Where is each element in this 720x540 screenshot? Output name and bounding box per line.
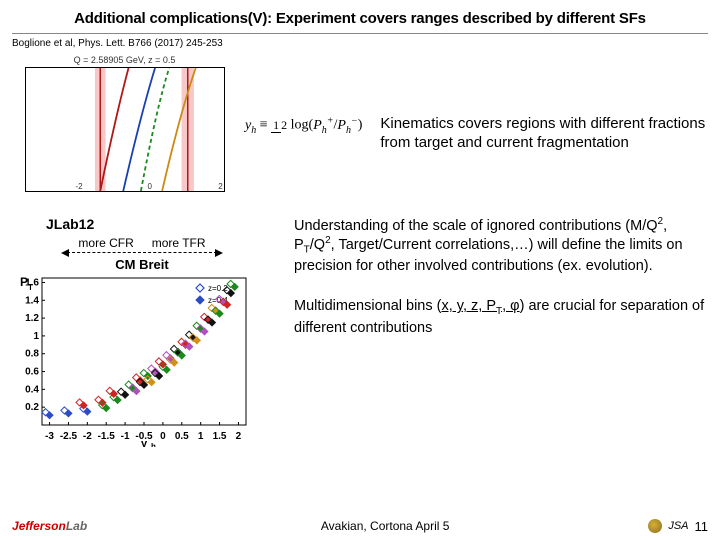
citation-line: Boglione et al, Phys. Lett. B766 (2017) … (0, 36, 720, 55)
svg-text:y: y (141, 438, 148, 447)
svg-text:1.2: 1.2 (25, 313, 39, 324)
top-chart-title: Q = 2.58905 GeV, z = 0.5 (12, 55, 237, 65)
svg-text:1.4: 1.4 (25, 295, 39, 306)
slide-number: 11 (695, 519, 709, 534)
svg-text:2: 2 (236, 431, 242, 442)
svg-text:0.4: 0.4 (25, 384, 39, 395)
cm-breit-label: CM Breit (12, 257, 272, 272)
scatter-chart-svg: PT0.20.40.60.811.21.41.6-3-2.5-2-1.5-1-0… (12, 272, 252, 447)
svg-text:-2: -2 (83, 431, 92, 442)
more-cfr-label: more CFR (78, 236, 133, 250)
equation: yh ≡ 12 log(Ph+/Ph−) (245, 115, 362, 135)
jefferson-lab-logo: Jefferson Lab (12, 518, 122, 534)
paragraph-bottom: Multidimensional bins (x, y, z, PT, φ) a… (294, 297, 708, 337)
paragraph-top: Kinematics covers regions with different… (380, 115, 708, 153)
cfr-tfr-arrow (67, 252, 217, 253)
svg-text:0.6: 0.6 (25, 367, 39, 378)
svg-text:2: 2 (218, 182, 223, 191)
svg-text:-2: -2 (75, 182, 83, 191)
more-tfr-label: more TFR (152, 236, 206, 250)
footer-center: Avakian, Cortona April 5 (122, 519, 648, 533)
svg-text:1.5: 1.5 (213, 431, 227, 442)
svg-text:1: 1 (198, 431, 204, 442)
svg-text:0.5: 0.5 (175, 431, 189, 442)
top-chart-area: -2 0 2 (25, 67, 225, 192)
svg-text:-1.5: -1.5 (98, 431, 116, 442)
svg-text:0.8: 0.8 (25, 349, 39, 360)
jlab12-label: JLab12 (46, 216, 272, 232)
svg-text:h: h (151, 442, 156, 447)
top-chart-svg: -2 0 2 (26, 68, 224, 191)
svg-text:1.6: 1.6 (25, 277, 39, 288)
svg-text:0.2: 0.2 (25, 402, 39, 413)
footer: Jefferson Lab Avakian, Cortona April 5 J… (0, 518, 720, 534)
svg-text:0: 0 (160, 431, 166, 442)
svg-text:-1: -1 (121, 431, 130, 442)
svg-text:0: 0 (147, 182, 152, 191)
top-chart: Q = 2.58905 GeV, z = 0.5 -2 0 2 (12, 55, 237, 210)
slide-title: Additional complications(V): Experiment … (0, 0, 720, 31)
scatter-chart: PT0.20.40.60.811.21.41.6-3-2.5-2-1.5-1-0… (12, 272, 252, 447)
paragraph-mid: Understanding of the scale of ignored co… (294, 216, 708, 275)
svg-text:1: 1 (33, 331, 39, 342)
divider (12, 33, 708, 34)
svg-text:-2.5: -2.5 (60, 431, 78, 442)
svg-text:-3: -3 (45, 431, 54, 442)
jsa-text: JSA (668, 520, 688, 532)
jsa-badge-icon (648, 519, 662, 533)
